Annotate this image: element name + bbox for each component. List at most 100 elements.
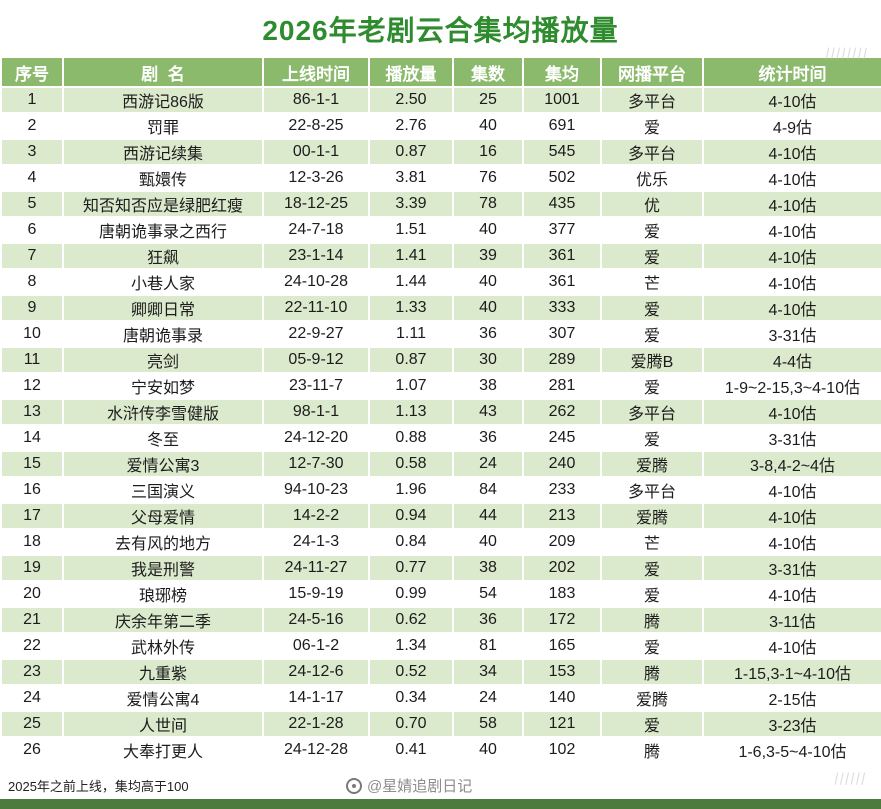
table-cell: 1.44 [368, 268, 454, 296]
table-cell: 38 [452, 554, 524, 582]
table-cell: 三国演义 [62, 476, 264, 504]
table-row: 8 小巷人家 24-10-28 1.44 40 361 芒 4-10估 [0, 268, 881, 296]
table-cell: 153 [522, 658, 602, 686]
table-row: 2 罚罪 22-8-25 2.76 40 691 爱 4-9估 [0, 112, 881, 140]
table-row: 19 我是刑警 24-11-27 0.77 38 202 爱 3-31估 [0, 554, 881, 582]
table-cell: 13 [0, 398, 64, 426]
table-cell: 1-15,3-1~4-10估 [702, 658, 881, 686]
table-cell: 4-10估 [702, 268, 881, 296]
table-cell: 23 [0, 658, 64, 686]
table-cell: 爱腾 [600, 502, 704, 530]
table-cell: 12 [0, 372, 64, 400]
table-cell: 202 [522, 554, 602, 582]
table-cell: 17 [0, 502, 64, 530]
table-cell: 84 [452, 476, 524, 504]
table-cell: 40 [452, 294, 524, 322]
table-cell: 唐朝诡事录之西行 [62, 216, 264, 244]
column-header: 序号 [0, 56, 64, 88]
table-cell: 213 [522, 502, 602, 530]
table-cell: 3-11估 [702, 606, 881, 634]
table-cell: 14-2-2 [262, 502, 370, 530]
table-cell: 24-12-6 [262, 658, 370, 686]
table-row: 6 唐朝诡事录之西行 24-7-18 1.51 40 377 爱 4-10估 [0, 216, 881, 244]
table-cell: 20 [0, 580, 64, 608]
table-cell: 102 [522, 736, 602, 764]
table-cell: 361 [522, 268, 602, 296]
column-header: 上线时间 [262, 56, 370, 88]
table-row: 23 九重紫 24-12-6 0.52 34 153 腾 1-15,3-1~4-10估 [0, 658, 881, 686]
table-cell: 15-9-19 [262, 580, 370, 608]
footer-note: 2025年之前上线，集均高于100 [8, 779, 189, 794]
table-cell: 24-12-20 [262, 424, 370, 452]
table-cell: 1 [0, 86, 64, 114]
table-cell: 0.87 [368, 346, 454, 374]
table-cell: 18-12-25 [262, 190, 370, 218]
table-cell: 4 [0, 164, 64, 192]
table-cell: 小巷人家 [62, 268, 264, 296]
table-cell: 05-9-12 [262, 346, 370, 374]
table-cell: 24 [452, 450, 524, 478]
table-cell: 3-31估 [702, 320, 881, 348]
table-cell: 0.87 [368, 138, 454, 166]
table-cell: 40 [452, 268, 524, 296]
illegible-watermark-bottom-icon: |||||| [833, 770, 869, 785]
table-row: 25 人世间 22-1-28 0.70 58 121 爱 3-23估 [0, 710, 881, 738]
table-cell: 0.88 [368, 424, 454, 452]
table-cell: 121 [522, 710, 602, 738]
table-cell: 腾 [600, 736, 704, 764]
table-cell: 4-10估 [702, 580, 881, 608]
table-cell: 4-10估 [702, 164, 881, 192]
table-cell: 24-11-27 [262, 554, 370, 582]
column-header: 集数 [452, 56, 524, 88]
drama-table: 序号剧 名上线时间 播放量 集数 集均 网播平台 统计时间 1 西游记86版 86-1-1 2.… [0, 56, 881, 764]
table-cell: 21 [0, 606, 64, 634]
table-cell: 多平台 [600, 398, 704, 426]
table-cell: 209 [522, 528, 602, 556]
table-cell: 333 [522, 294, 602, 322]
table-cell: 06-1-2 [262, 632, 370, 660]
credit-line: @星婧追剧日记 [346, 775, 472, 796]
table-cell: 去有风的地方 [62, 528, 264, 556]
table-cell: 94-10-23 [262, 476, 370, 504]
table-cell: 40 [452, 736, 524, 764]
table-cell: 1.34 [368, 632, 454, 660]
table-cell: 4-10估 [702, 476, 881, 504]
table-cell: 545 [522, 138, 602, 166]
table-cell: 16 [0, 476, 64, 504]
table-cell: 4-10估 [702, 528, 881, 556]
table-cell: 14 [0, 424, 64, 452]
table-cell: 爱 [600, 112, 704, 140]
table-row: 20 琅琊榜 15-9-19 0.99 54 183 爱 4-10估 [0, 580, 881, 608]
table-cell: 芒 [600, 268, 704, 296]
table-row: 12 宁安如梦 23-11-7 1.07 38 281 爱 1-9~2-15,3~4-10估 [0, 372, 881, 400]
table-cell: 多平台 [600, 476, 704, 504]
table-cell: 40 [452, 112, 524, 140]
table-cell: 240 [522, 450, 602, 478]
table-cell: 22-11-10 [262, 294, 370, 322]
table-cell: 24-10-28 [262, 268, 370, 296]
table-cell: 24-5-16 [262, 606, 370, 634]
table-cell: 0.41 [368, 736, 454, 764]
table-row: 4 甄嬛传 12-3-26 3.81 76 502 优乐 4-10估 [0, 164, 881, 192]
table-cell: 爱 [600, 710, 704, 738]
table-cell: 3 [0, 138, 64, 166]
table-cell: 10 [0, 320, 64, 348]
column-header: 播放量 [368, 56, 454, 88]
table-row: 14 冬至 24-12-20 0.88 36 245 爱 3-31估 [0, 424, 881, 452]
table-cell: 281 [522, 372, 602, 400]
table-cell: 24 [0, 684, 64, 712]
table-cell: 武林外传 [62, 632, 264, 660]
table-cell: 罚罪 [62, 112, 264, 140]
table-cell: 0.77 [368, 554, 454, 582]
table-cell: 亮剑 [62, 346, 264, 374]
table-cell: 3.81 [368, 164, 454, 192]
table-cell: 4-10估 [702, 294, 881, 322]
table-cell: 34 [452, 658, 524, 686]
table-cell: 361 [522, 242, 602, 270]
table-cell: 大奉打更人 [62, 736, 264, 764]
table-cell: 爱 [600, 242, 704, 270]
table-cell: 4-10估 [702, 138, 881, 166]
table-cell: 1-6,3-5~4-10估 [702, 736, 881, 764]
column-header: 网播平台 [600, 56, 704, 88]
table-row: 26 大奉打更人 24-12-28 0.41 40 102 腾 1-6,3-5~4-10估 [0, 736, 881, 764]
